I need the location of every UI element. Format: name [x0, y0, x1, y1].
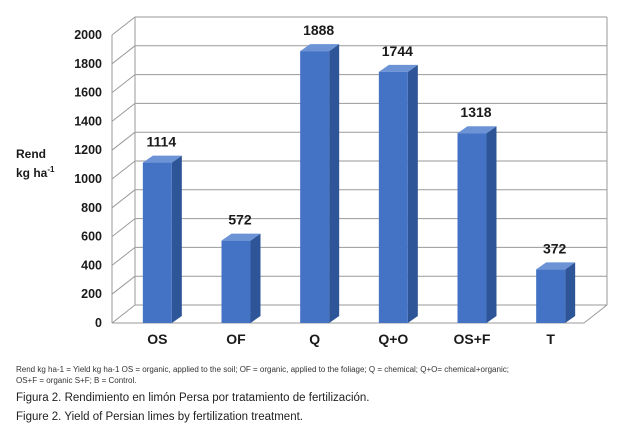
y-tick-label-7: 1400 [74, 114, 102, 128]
floor-right-edge [583, 304, 608, 324]
y-tick-label-1: 200 [81, 287, 102, 301]
y-tick-label-4: 800 [81, 201, 102, 215]
bar-side-OS+F [486, 126, 497, 323]
x-tick-label-Q+O: Q+O [378, 331, 408, 347]
gridline-side-7 [111, 103, 136, 122]
gridline-side-3 [111, 218, 136, 237]
bar-Q [300, 51, 330, 324]
bar-side-OS [171, 155, 182, 323]
gridline-side-0 [111, 304, 136, 324]
bar-top-OS [142, 155, 182, 163]
x-tick-label-OS: OS [147, 331, 167, 347]
y-axis-label-exponent: -1 [47, 165, 55, 174]
y-axis-label-line2: kg ha [16, 166, 48, 180]
gridline-side-9 [111, 45, 136, 65]
gridline-side-10 [111, 16, 136, 36]
data-label-Q: 1888 [303, 22, 334, 38]
y-tick-label-6: 1200 [74, 143, 102, 157]
y-tick-label-10: 2000 [74, 28, 102, 42]
x-tick-label-OF: OF [226, 331, 246, 347]
gridline-side-5 [111, 160, 136, 180]
y-tick-label-8: 1600 [74, 86, 102, 100]
bar-chart: 0 200 400 600 800 1000 1200 1400 1600 1800 2000 111… [74, 16, 608, 347]
y-axis-label: Rend kg ha-1 [16, 146, 54, 181]
x-tick-label-T: T [546, 331, 555, 347]
bar-top-Q [300, 44, 340, 52]
bar-top-T [536, 262, 576, 270]
figure-caption-es: Figura 2. Rendimiento en limón Persa por… [16, 392, 370, 404]
bar-side-OF [250, 233, 261, 323]
x-tick-label-Q: Q [309, 331, 320, 347]
x-tick-label-OS+F: OS+F [454, 331, 491, 347]
y-tick-label-2: 400 [81, 258, 102, 272]
gridline-side-6 [111, 131, 136, 151]
y-axis-label-line1: Rend [16, 147, 46, 161]
bar-top-OS+F [457, 126, 497, 134]
figure-caption-en: Figure 2. Yield of Persian limes by fert… [16, 411, 303, 423]
data-label-Q+O: 1744 [382, 43, 413, 59]
data-label-T: 372 [543, 240, 567, 256]
bar-side-Q [329, 44, 340, 324]
bar-top-OF [221, 233, 261, 241]
gridline-side-2 [111, 247, 136, 266]
y-tick-label-3: 600 [81, 230, 102, 244]
caption-note-line1: Rend kg ha-1 = Yield kg ha-1 OS = organi… [16, 365, 509, 374]
bar-Q+O [378, 71, 408, 323]
data-label-OS: 1114 [147, 134, 177, 150]
y-tick-label-5: 1000 [74, 172, 102, 186]
bar-OS [142, 162, 172, 323]
y-tick-label-0: 0 [95, 316, 102, 330]
caption-note-line2: OS+F = organic S+F; B = Control. [16, 376, 137, 385]
data-label-OF: 572 [228, 212, 252, 228]
y-tick-label-9: 1800 [74, 57, 102, 71]
bar-side-T [565, 262, 576, 323]
bar-T [536, 269, 566, 323]
bar-OS+F [457, 133, 487, 323]
gridline-side-1 [111, 275, 136, 295]
gridline-side-8 [111, 74, 136, 93]
bar-OF [221, 240, 251, 323]
data-label-OS+F: 1318 [460, 104, 491, 120]
gridline-side-4 [111, 189, 136, 209]
bar-side-Q+O [407, 64, 418, 323]
bar-top-Q+O [378, 64, 418, 72]
